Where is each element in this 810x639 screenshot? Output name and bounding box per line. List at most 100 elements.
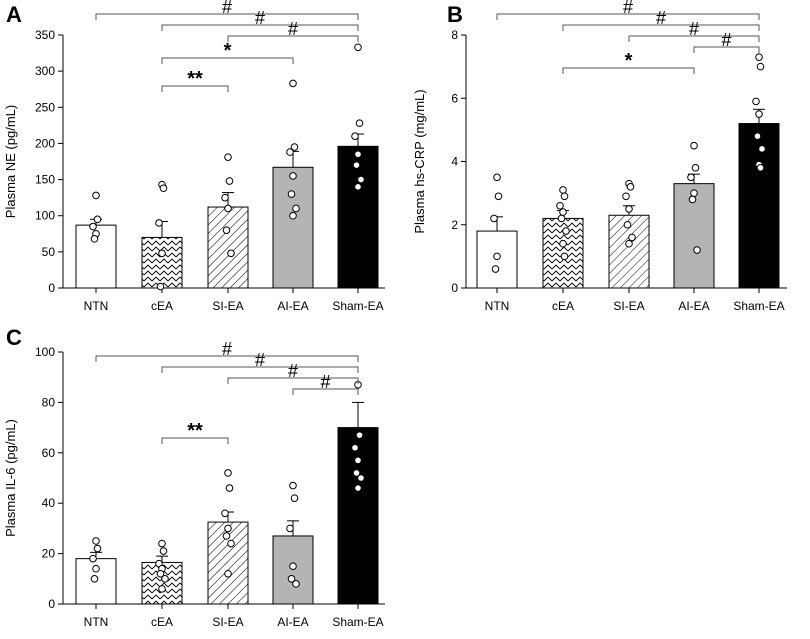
data-point: [156, 569, 165, 578]
data-point: [557, 214, 566, 223]
x-tick-label: Sham-EA: [733, 299, 784, 313]
data-point: [225, 484, 234, 492]
significance-bracket: [161, 437, 229, 444]
panel-c: C 0 20 40 60 80 100 Plasma IL-6 (pg/mL) NTN cEA SI…: [3, 325, 385, 629]
data-point: [758, 145, 766, 153]
panel-a: A 0 50 100 150 200 250 300 350 Plasma NE (pg/mL) N…: [3, 0, 385, 313]
x-tick-label: NTN: [84, 299, 109, 313]
data-point: [560, 252, 569, 261]
data-point: [559, 208, 567, 216]
data-point: [354, 484, 362, 492]
panel-letter: A: [6, 2, 22, 27]
data-point: [286, 524, 294, 533]
significance-label: #: [689, 19, 699, 39]
data-point: [221, 509, 229, 518]
data-point: [354, 456, 362, 465]
significance-label: #: [288, 361, 298, 381]
bar: [337, 145, 379, 289]
data-point: [752, 97, 760, 106]
x-tick-label: NTN: [84, 615, 109, 629]
x-tick-label: cEA: [151, 615, 173, 629]
data-point: [688, 195, 697, 204]
data-point: [222, 226, 231, 234]
data-point: [494, 192, 503, 201]
x-tick-label: cEA: [552, 299, 574, 313]
significance-bracket: [95, 355, 359, 362]
data-point: [92, 564, 100, 573]
data-point: [290, 494, 299, 502]
data-point: [351, 132, 359, 140]
x-tick-label: cEA: [151, 299, 173, 313]
x-tick-label: AI-EA: [277, 299, 308, 313]
x-tick-label: Sham-EA: [332, 299, 383, 313]
x-tick-label: SI-EA: [613, 299, 644, 313]
data-point: [93, 544, 102, 553]
data-point: [155, 219, 163, 227]
y-tick-label: 150: [35, 173, 55, 187]
significance-label: #: [222, 0, 232, 17]
data-point: [690, 141, 698, 150]
bar: [337, 427, 379, 605]
data-point: [628, 233, 636, 242]
data-point: [227, 539, 235, 548]
significance-label: *: [224, 40, 232, 62]
data-point: [224, 153, 232, 161]
data-point: [491, 265, 500, 273]
y-tick-label: 6: [451, 91, 458, 105]
y-tick-label: 250: [35, 100, 55, 114]
data-point: [755, 53, 763, 61]
significance-bracket: [496, 13, 760, 20]
data-point: [690, 189, 698, 197]
significance-bracket: [562, 67, 695, 74]
data-point: [687, 173, 695, 182]
data-point: [289, 211, 297, 220]
significance-bracket: [628, 35, 760, 42]
significance-label: #: [255, 8, 265, 28]
y-tick-label: 200: [35, 136, 55, 150]
data-point: [355, 431, 364, 439]
data-point: [292, 580, 300, 588]
panel-b: B 0 2 4 6 8 Plasma hs-CRP (mg/mL) NTN cEA SI-EA AI…: [412, 0, 787, 313]
significance-label: #: [255, 350, 265, 370]
y-tick-label: 0: [451, 281, 458, 295]
data-point: [355, 119, 364, 127]
data-point: [693, 246, 701, 254]
data-point: [289, 79, 297, 88]
data-point: [221, 193, 229, 202]
data-point: [493, 252, 501, 261]
significance-bracket: [161, 57, 294, 64]
data-point: [224, 524, 232, 533]
data-point: [289, 562, 297, 571]
data-point: [224, 469, 232, 477]
data-point: [158, 539, 166, 548]
significance-label: #: [288, 19, 298, 39]
data-point: [625, 239, 633, 248]
data-point: [159, 547, 168, 555]
data-point: [158, 249, 166, 258]
x-tick-label: SI-EA: [212, 299, 243, 313]
data-point: [287, 190, 296, 198]
significance-label: #: [656, 8, 666, 28]
x-tick-label: AI-EA: [678, 299, 709, 313]
bar: [207, 521, 249, 605]
y-tick-label: 60: [42, 446, 56, 460]
data-point: [556, 201, 564, 210]
data-point: [351, 443, 359, 452]
significance-label: #: [721, 30, 731, 50]
bar: [141, 236, 183, 289]
data-point: [90, 575, 99, 583]
y-tick-label: 50: [42, 245, 56, 259]
y-tick-label: 20: [42, 547, 56, 561]
data-point: [753, 132, 762, 140]
significance-label: **: [187, 420, 203, 442]
data-point: [623, 220, 632, 229]
data-point: [559, 239, 567, 248]
data-point: [161, 575, 169, 583]
significance-bracket: [161, 85, 229, 92]
y-tick-label: 100: [35, 345, 55, 359]
data-point: [493, 173, 501, 182]
panel-letter: C: [6, 325, 22, 350]
significance-label: #: [320, 372, 330, 392]
data-point: [626, 183, 635, 191]
